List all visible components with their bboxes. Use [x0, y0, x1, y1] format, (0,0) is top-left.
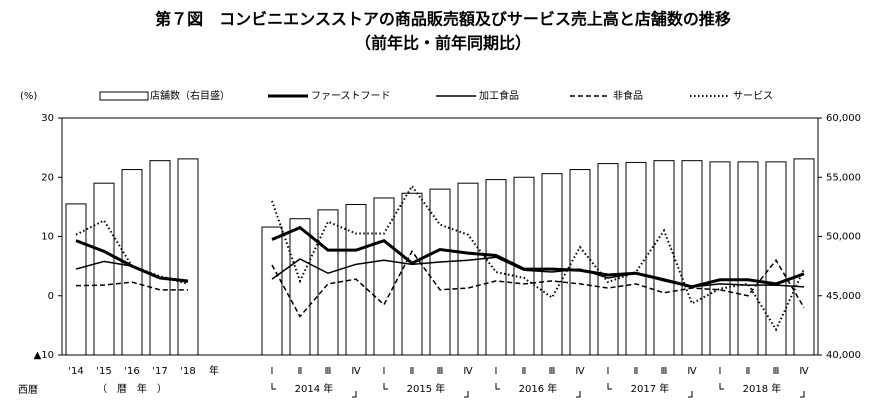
- x-tick-label: Ⅰ: [271, 366, 274, 377]
- x-tick-label: Ⅲ: [325, 366, 332, 377]
- legend-swatch: [99, 91, 149, 101]
- bar: [149, 160, 171, 356]
- bar: [289, 218, 311, 356]
- x-tick-label: '17: [152, 366, 167, 377]
- x-axis-label: 西暦: [18, 384, 38, 396]
- legend-label: サービス: [733, 90, 773, 102]
- bar: [93, 182, 115, 356]
- y2-tick-label: 60,000: [826, 113, 861, 124]
- x-tick-label: '18: [180, 366, 195, 377]
- x-tick-label: Ⅱ: [522, 366, 527, 377]
- bar: [737, 161, 759, 356]
- y2-tick-label: 45,000: [826, 291, 861, 302]
- line-series: [75, 249, 805, 318]
- y-tick-label: 30: [41, 113, 54, 124]
- bar: [625, 161, 647, 356]
- bar: [457, 182, 479, 356]
- x-tick-label: '14: [68, 366, 83, 377]
- bar: [65, 203, 87, 356]
- x-tick-label: Ⅳ: [799, 366, 809, 377]
- chart-subtitle: （前年比・前年同期比）: [355, 34, 531, 53]
- x-tick-label: Ⅳ: [687, 366, 697, 377]
- bar: [429, 188, 451, 356]
- x-tick-label: Ⅰ: [719, 366, 722, 377]
- y2-tick-label: 40,000: [826, 350, 861, 361]
- x-tick-label: Ⅰ: [383, 366, 386, 377]
- bar: [485, 179, 507, 356]
- x-tick-label: Ⅳ: [351, 366, 361, 377]
- y2-tick-label: 50,000: [826, 232, 861, 243]
- x-tick-label: Ⅲ: [773, 366, 780, 377]
- y-tick-label: 0: [48, 291, 54, 302]
- legend-label: 店舗数（右目盛）: [150, 89, 230, 102]
- legend-label: 非食品: [613, 89, 643, 102]
- bar: [373, 197, 395, 356]
- x-tick-label: Ⅰ: [495, 366, 498, 377]
- x-tick-label: Ⅱ: [410, 366, 415, 377]
- x-tick-label: Ⅳ: [575, 366, 585, 377]
- x-tick-label: Ⅲ: [437, 366, 444, 377]
- y-axis-label: (%): [20, 91, 37, 102]
- y2-tick-label: 55,000: [826, 172, 861, 183]
- bar: [541, 173, 563, 356]
- chart-title: 第７図 コンビニエンスストアの商品販売額及びサービス売上高と店舗数の推移: [155, 10, 731, 29]
- legend-label: ファーストフード: [311, 91, 391, 102]
- x-tick-label: Ⅰ: [607, 366, 610, 377]
- year-group-label: 2016 年: [519, 382, 558, 395]
- x-tick-label: Ⅲ: [661, 366, 668, 377]
- x-tick-label: '15: [96, 366, 111, 377]
- annual-suffix: 年: [209, 364, 219, 377]
- bar: [709, 161, 731, 356]
- year-group-label: 2014 年: [295, 382, 334, 395]
- x-tick-label: '16: [124, 366, 139, 377]
- x-tick-label: Ⅳ: [463, 366, 473, 377]
- bar: [653, 160, 675, 356]
- year-bracket: [271, 383, 357, 398]
- x-tick-label: Ⅱ: [746, 366, 751, 377]
- annual-group-label: （ 暦 年 ）: [97, 382, 167, 395]
- year-bracket: [719, 383, 805, 398]
- bar: [765, 161, 787, 356]
- bar: [401, 192, 423, 356]
- year-bracket: [607, 383, 693, 398]
- y-tick-label: 20: [41, 172, 54, 183]
- bar: [793, 158, 815, 356]
- bar: [569, 169, 591, 356]
- bar: [177, 158, 199, 356]
- year-bracket: [383, 383, 469, 398]
- x-tick-label: Ⅲ: [549, 366, 556, 377]
- year-group-label: 2015 年: [407, 382, 446, 395]
- y-tick-label: 10: [41, 232, 54, 243]
- year-group-label: 2017 年: [631, 382, 670, 395]
- year-group-label: 2018 年: [743, 382, 782, 395]
- y-tick-label: ▲10: [34, 350, 54, 361]
- bar: [597, 163, 619, 356]
- year-bracket: [495, 383, 581, 398]
- bar: [261, 226, 283, 356]
- x-tick-label: Ⅱ: [298, 366, 303, 377]
- x-tick-label: Ⅱ: [634, 366, 639, 377]
- legend-label: 加工食品: [479, 89, 519, 102]
- line-series: [75, 184, 805, 332]
- bar: [681, 160, 703, 356]
